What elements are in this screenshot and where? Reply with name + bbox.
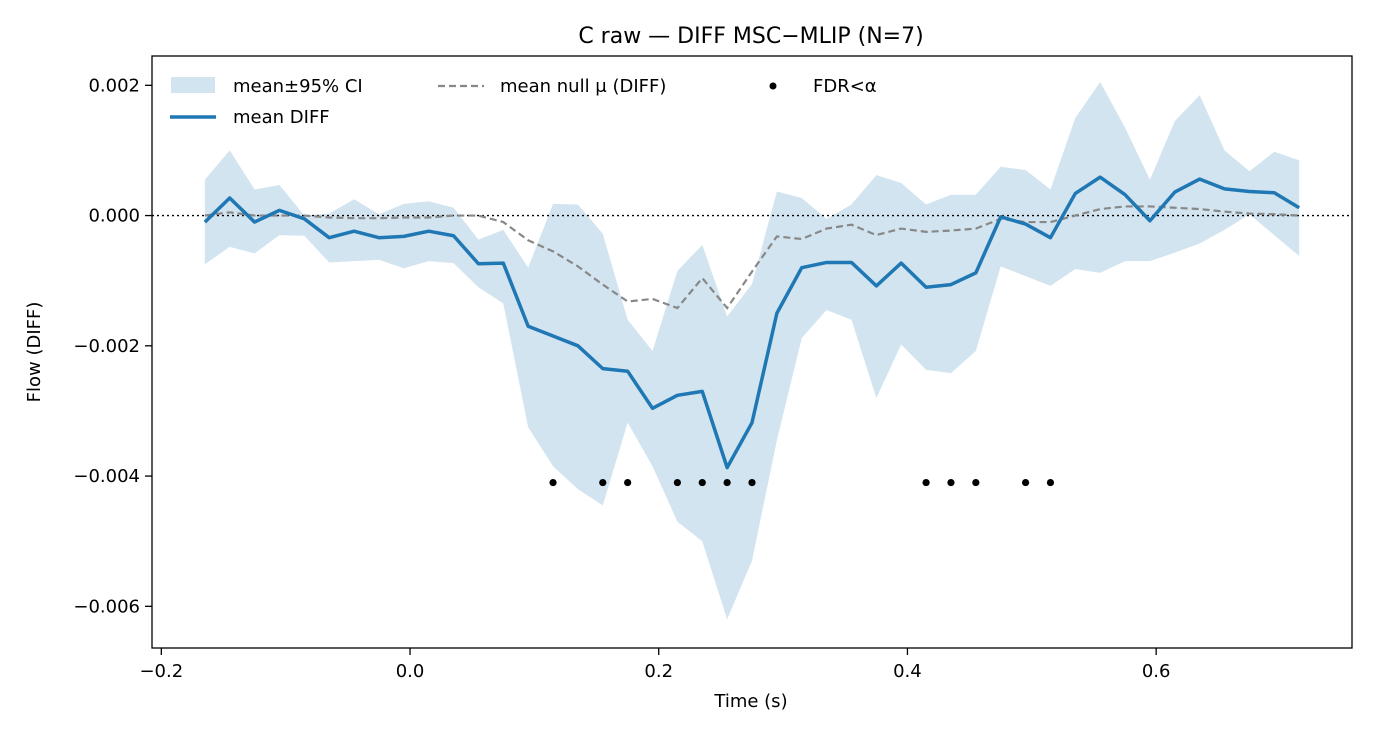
fdr-point	[549, 478, 557, 487]
fdr-point	[947, 478, 955, 487]
chart-title: C raw — DIFF MSC−MLIP (N=7)	[578, 24, 923, 49]
fdr-point	[723, 478, 731, 487]
plot-area	[152, 82, 1352, 620]
y-axis-ticks: 0.002 0.000 −0.002 −0.004 −0.006	[73, 75, 152, 617]
y-tick-label: −0.002	[73, 336, 140, 357]
legend: mean±95% CI mean DIFF mean null μ (DIFF)…	[170, 76, 877, 128]
ci-band	[204, 82, 1300, 620]
fdr-point	[599, 478, 607, 487]
fdr-point	[1046, 478, 1055, 487]
x-tick-label: 0.4	[893, 661, 922, 682]
legend-fdr-label: FDR<α	[813, 76, 877, 97]
y-axis-label: Flow (DIFF)	[24, 302, 45, 403]
ci-band-layer	[204, 82, 1300, 620]
null-mean-line	[204, 205, 1300, 310]
legend-mean-label: mean DIFF	[233, 107, 330, 128]
fdr-point	[748, 478, 756, 487]
null-mean-layer	[204, 205, 1300, 310]
y-tick-label: −0.006	[73, 596, 140, 617]
fdr-point	[698, 478, 706, 487]
x-axis-label: Time (s)	[713, 691, 787, 712]
legend-ci-swatch	[171, 77, 215, 93]
fdr-point	[972, 478, 980, 487]
fdr-point	[624, 478, 632, 487]
mean-diff-layer	[203, 175, 1301, 470]
legend-fdr-swatch	[769, 82, 777, 90]
fdr-points-layer	[549, 478, 1055, 487]
x-tick-label: 0.6	[1142, 661, 1171, 682]
legend-ci-label: mean±95% CI	[233, 76, 363, 97]
y-tick-label: 0.000	[88, 206, 140, 227]
x-axis-ticks: −0.2 0.0 0.2 0.4 0.6	[139, 648, 1170, 682]
plot-frame	[151, 55, 1353, 649]
fdr-point	[673, 478, 681, 487]
y-tick-label: 0.002	[88, 75, 140, 96]
legend-null-label: mean null μ (DIFF)	[500, 76, 666, 97]
y-tick-label: −0.004	[73, 466, 140, 487]
fdr-point	[922, 478, 930, 487]
x-tick-label: 0.0	[396, 661, 425, 682]
x-tick-label: 0.2	[644, 661, 673, 682]
x-tick-label: −0.2	[139, 661, 183, 682]
fdr-point	[1021, 478, 1030, 487]
mean-diff-line	[203, 175, 1301, 470]
